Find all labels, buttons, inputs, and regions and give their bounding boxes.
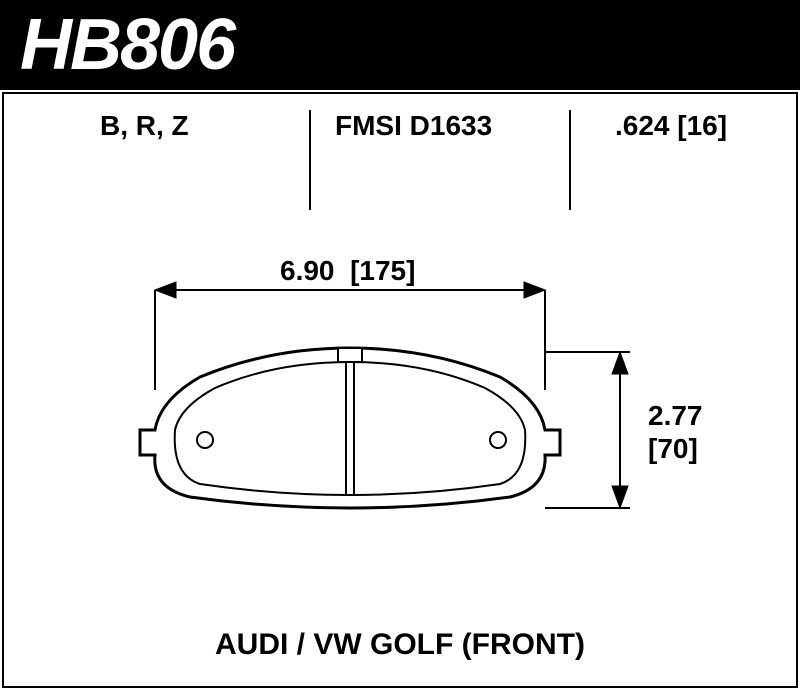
width-dim-text: 6.90 [175] [280, 255, 415, 286]
height-dim-text-mm: [70] [648, 433, 698, 464]
width-arrow-left [155, 282, 176, 298]
height-arrow-bottom [612, 486, 628, 508]
height-mm: [70] [648, 433, 698, 464]
header-bar: HB806 [0, 0, 800, 90]
rivet-right [490, 432, 506, 448]
width-inches: 6.90 [280, 255, 335, 286]
width-mm: [175] [350, 255, 415, 286]
rivet-left [197, 432, 213, 448]
brake-pad-shape [140, 348, 560, 508]
height-arrow-top [612, 352, 628, 374]
height-dim-text-in: 2.77 [648, 400, 703, 431]
diagram-svg: 6.90 [175] 2.77 [70] [0, 90, 800, 610]
height-inches: 2.77 [648, 400, 703, 431]
center-slot [346, 362, 354, 495]
application-label: AUDI / VW GOLF (FRONT) [0, 628, 800, 662]
width-arrow-right [524, 282, 545, 298]
center-notch [338, 348, 362, 362]
part-number: HB806 [20, 4, 234, 86]
